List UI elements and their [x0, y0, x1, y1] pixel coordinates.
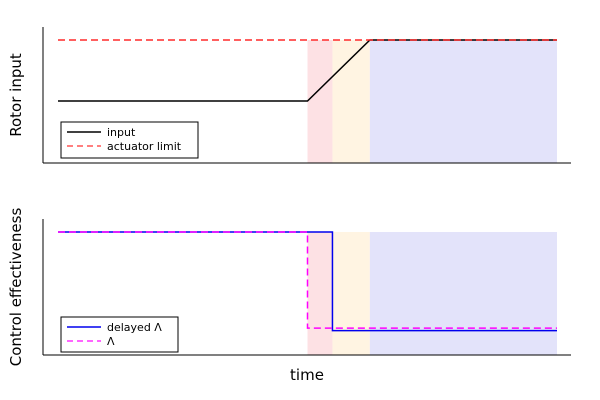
rotor-legend-box	[60, 121, 199, 159]
rotor-shaded-region-red	[307, 40, 333, 163]
effectiveness-panel: Control effectiveness time delayed ΛΛ	[7, 208, 571, 384]
rotor-shaded-region-orange	[332, 40, 370, 163]
effectiveness-shaded-region-orange	[332, 232, 370, 355]
effectiveness-series-line-2	[58, 231, 557, 329]
rotor-series-line-1	[58, 39, 557, 102]
effectiveness-legend-label-2: Λ	[107, 335, 115, 348]
rotor-y-axis-label: Rotor input	[7, 53, 25, 137]
effectiveness-legend: delayed ΛΛ	[60, 316, 179, 353]
rotor-shaded-region-blue	[369, 40, 557, 163]
effectiveness-shaded-region-red	[307, 232, 333, 355]
effectiveness-x-axis-label: time	[290, 366, 324, 384]
effectiveness-legend-box	[60, 316, 179, 353]
rotor-legend-label-1: input	[107, 126, 136, 139]
effectiveness-shaded-region-blue	[369, 232, 557, 355]
effectiveness-legend-label-1: delayed Λ	[107, 321, 162, 334]
rotor-legend-label-2: actuator limit	[107, 140, 182, 153]
effectiveness-y-axis-label: Control effectiveness	[7, 208, 25, 367]
